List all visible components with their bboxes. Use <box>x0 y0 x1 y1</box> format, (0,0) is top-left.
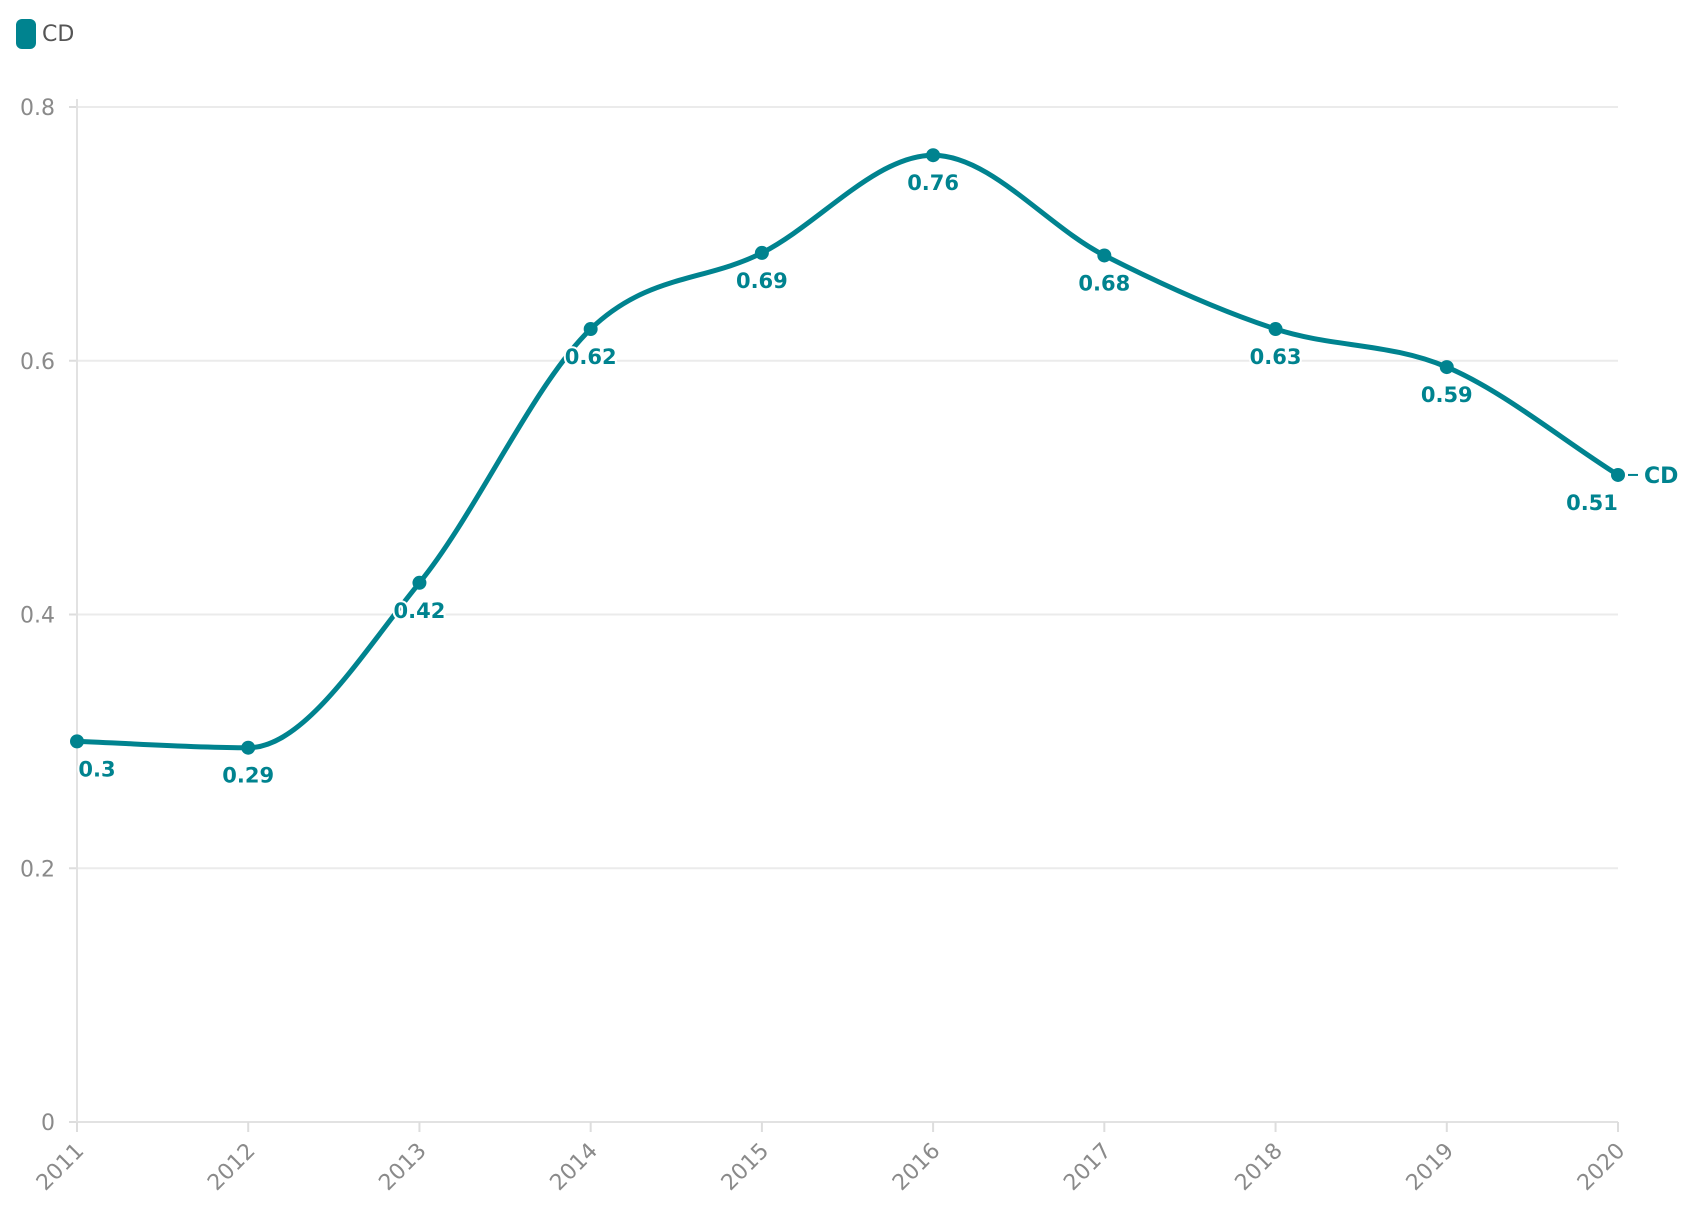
data-label: 0.76 <box>907 171 959 195</box>
x-tick-label: 2013 <box>374 1139 431 1196</box>
legend-swatch <box>16 19 36 49</box>
data-label: 0.69 <box>736 269 788 293</box>
gridlines <box>77 106 1618 870</box>
data-points <box>70 148 1625 755</box>
series-line-cd <box>74 152 1621 751</box>
data-point[interactable] <box>1439 360 1454 375</box>
data-label: 0.62 <box>565 345 617 369</box>
data-point[interactable] <box>926 148 941 163</box>
data-label: 0.51 <box>1566 491 1618 515</box>
x-tick-label: 2020 <box>1573 1139 1630 1196</box>
y-tick-label: 0.2 <box>20 857 55 882</box>
x-tick-label: 2018 <box>1231 1139 1288 1196</box>
x-tick-label: 2019 <box>1402 1139 1459 1196</box>
legend-label[interactable]: CD <box>42 21 75 47</box>
data-label: 0.68 <box>1078 271 1130 295</box>
data-point[interactable] <box>70 734 84 749</box>
data-label: 0.3 <box>78 757 115 781</box>
series-end-label: CD <box>1644 464 1678 489</box>
x-axis-ticks: 2011 2012 2013 2014 2015 2016 2017 2018 2019 2020 <box>32 1139 1630 1196</box>
legend: CD <box>16 18 74 50</box>
data-label: 0.29 <box>222 764 274 788</box>
x-tick-label: 2011 <box>32 1139 89 1196</box>
x-tick-label: 2015 <box>717 1139 774 1196</box>
data-label: 0.42 <box>394 599 446 623</box>
x-tick-label: 2012 <box>203 1139 260 1196</box>
data-point[interactable] <box>583 322 598 337</box>
data-point[interactable] <box>412 575 427 590</box>
data-point[interactable] <box>754 245 769 260</box>
series-cd <box>74 152 1621 751</box>
y-tick-label: 0 <box>41 1111 55 1136</box>
y-tick-label: 0.8 <box>20 96 55 121</box>
data-point[interactable] <box>1611 467 1625 482</box>
x-tick-label: 2014 <box>546 1139 603 1196</box>
x-tick-label: 2017 <box>1059 1139 1116 1196</box>
y-tick-label: 0.6 <box>20 350 55 375</box>
axes <box>69 99 1619 1132</box>
data-point[interactable] <box>1097 248 1112 263</box>
data-label: 0.59 <box>1421 383 1473 407</box>
data-point[interactable] <box>241 740 256 755</box>
y-tick-label: 0.4 <box>20 604 55 629</box>
data-labels: 0.3 0.29 0.42 0.62 0.69 0.76 0.68 0.63 0.59 0.51 C… <box>76 169 1678 790</box>
y-axis-ticks: 0 0.2 0.4 0.6 0.8 <box>20 96 55 1136</box>
data-label: 0.63 <box>1250 345 1302 369</box>
data-point[interactable] <box>1268 322 1283 337</box>
x-tick-label: 2016 <box>888 1139 945 1196</box>
